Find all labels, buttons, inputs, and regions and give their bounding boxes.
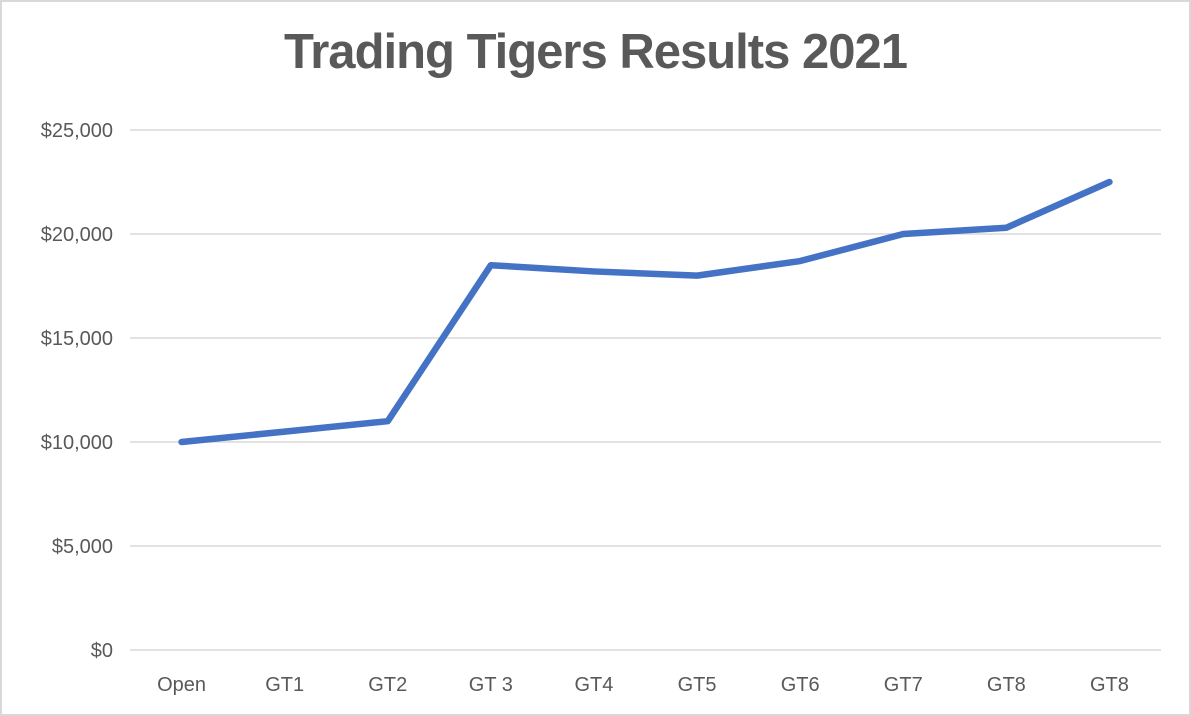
y-axis-tick-label: $20,000 (41, 224, 113, 246)
x-axis-category-label: GT8 (1090, 674, 1129, 696)
y-axis-tick-label: $5,000 (52, 536, 113, 558)
data-series-line (178, 178, 1113, 446)
x-axis-category-label: GT7 (884, 674, 923, 696)
x-axis-category-label: Open (157, 674, 206, 696)
x-axis-category-label: GT4 (574, 674, 613, 696)
x-axis-category-label: GT6 (781, 674, 820, 696)
x-axis-category-label: GT2 (368, 674, 407, 696)
y-axis-tick-label: $10,000 (41, 432, 113, 454)
y-axis-tick-label: $0 (91, 640, 113, 662)
x-axis-category-label: GT 3 (469, 674, 513, 696)
x-axis-category-label: GT8 (987, 674, 1026, 696)
chart-title: Trading Tigers Results 2021 (284, 25, 908, 79)
y-axis-tick-label: $15,000 (41, 328, 113, 350)
y-axis-tick-label: $25,000 (41, 120, 113, 142)
x-axis-category-label: GT5 (678, 674, 717, 696)
x-axis-category-label: GT1 (265, 674, 304, 696)
